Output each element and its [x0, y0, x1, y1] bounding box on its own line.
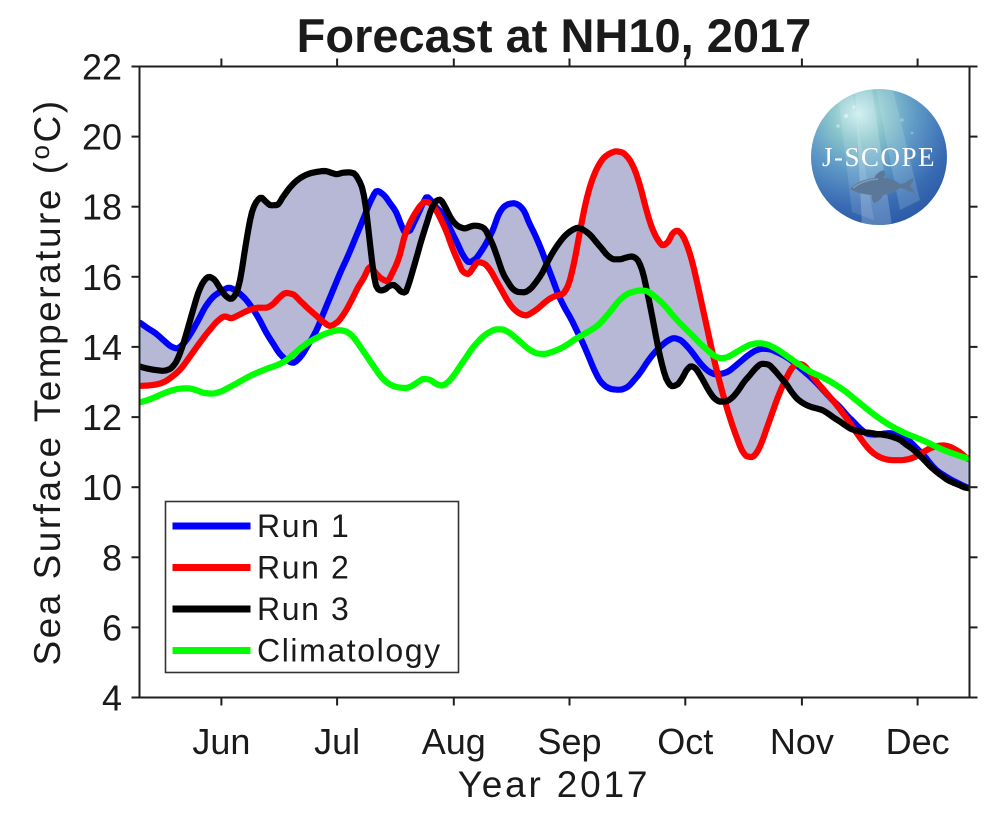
svg-text:Jun: Jun	[192, 721, 250, 762]
svg-text:Dec: Dec	[886, 721, 950, 762]
svg-text:Run 1: Run 1	[257, 508, 350, 544]
svg-text:16: 16	[82, 257, 122, 298]
svg-text:Nov: Nov	[770, 721, 834, 762]
svg-text:8: 8	[102, 537, 122, 578]
svg-text:Oct: Oct	[657, 721, 713, 762]
svg-text:Jul: Jul	[314, 721, 360, 762]
svg-text:4: 4	[102, 678, 122, 719]
svg-text:12: 12	[82, 397, 122, 438]
svg-text:Forecast at NH10, 2017: Forecast at NH10, 2017	[297, 9, 812, 62]
svg-text:Sep: Sep	[537, 721, 601, 762]
svg-text:Aug: Aug	[422, 721, 486, 762]
svg-text:Climatology: Climatology	[257, 633, 442, 669]
svg-text:Sea Surface Temperature (oC): Sea Surface Temperature (oC)	[25, 98, 68, 665]
svg-text:18: 18	[82, 187, 122, 228]
svg-text:20: 20	[82, 117, 122, 158]
svg-text:10: 10	[82, 467, 122, 508]
svg-text:Run 3: Run 3	[257, 591, 350, 627]
svg-text:Run 2: Run 2	[257, 550, 350, 586]
svg-text:Year 2017: Year 2017	[458, 764, 651, 805]
svg-text:J-SCOPE: J-SCOPE	[822, 142, 936, 172]
svg-text:22: 22	[82, 47, 122, 88]
svg-text:6: 6	[102, 607, 122, 648]
svg-text:14: 14	[82, 327, 122, 368]
